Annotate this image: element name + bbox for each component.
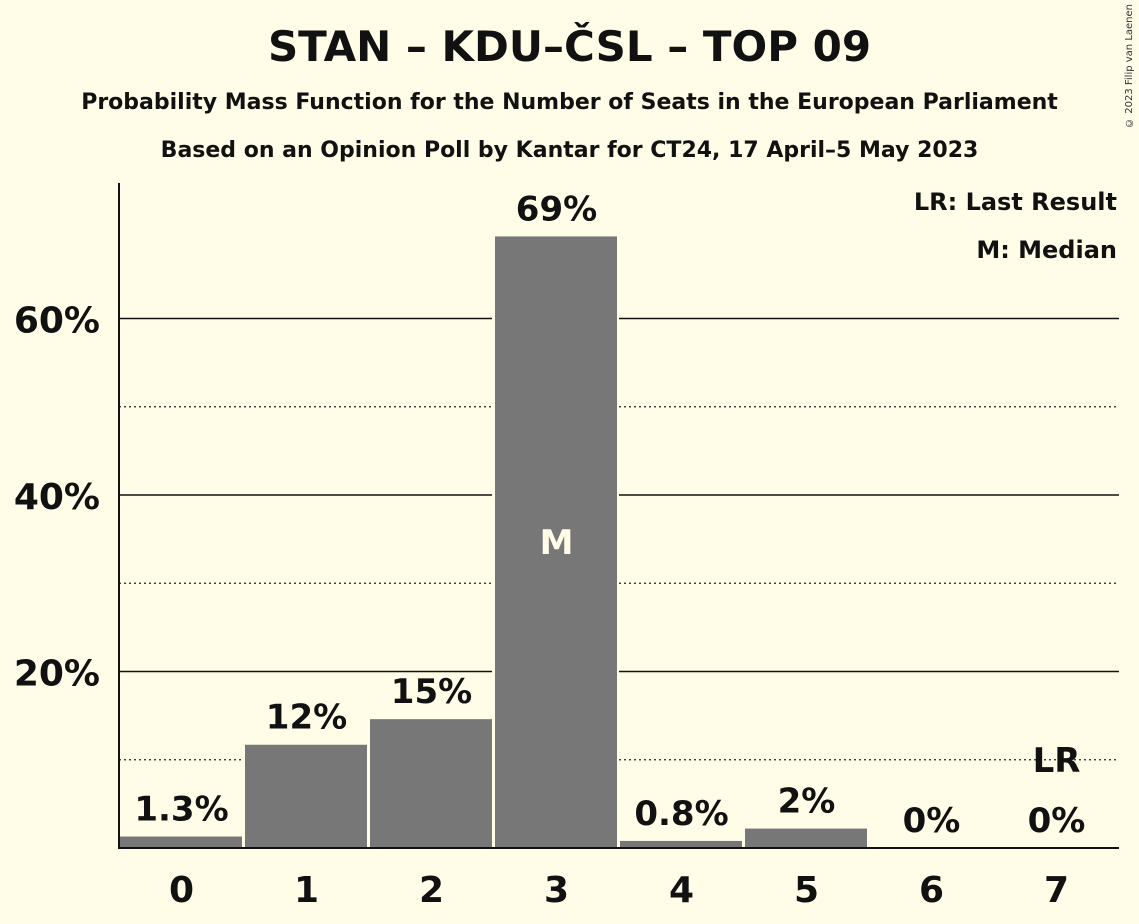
chart-subtitle-source: Based on an Opinion Poll by Kantar for C… bbox=[160, 138, 979, 163]
bar bbox=[370, 719, 492, 848]
legend-entry: LR: Last Result bbox=[914, 188, 1117, 216]
bar bbox=[245, 744, 367, 848]
chart-subtitle: Probability Mass Function for the Number… bbox=[81, 90, 1058, 115]
x-tick-label: 3 bbox=[544, 870, 569, 911]
data-label: 1.3% bbox=[134, 790, 228, 830]
data-label: 69% bbox=[516, 189, 597, 229]
last-result-marker: LR bbox=[1033, 741, 1081, 781]
x-tick-label: 1 bbox=[294, 870, 319, 911]
y-tick-label: 20% bbox=[14, 654, 100, 695]
y-tick-label: 40% bbox=[14, 477, 100, 518]
y-tick-label: 60% bbox=[14, 301, 100, 342]
x-tick-label: 2 bbox=[419, 870, 444, 911]
bar bbox=[495, 236, 617, 849]
chart-title: STAN – KDU–ČSL – TOP 09 bbox=[267, 22, 872, 71]
data-label: 0% bbox=[1028, 801, 1086, 841]
bar bbox=[120, 836, 242, 848]
x-tick-label: 7 bbox=[1044, 870, 1069, 911]
data-label: 0.8% bbox=[634, 794, 728, 834]
median-marker: M bbox=[540, 523, 574, 563]
data-label: 12% bbox=[266, 698, 347, 738]
x-tick-label: 6 bbox=[919, 870, 944, 911]
legend-entry: M: Median bbox=[976, 236, 1117, 264]
data-label: 15% bbox=[391, 672, 472, 712]
x-tick-label: 0 bbox=[169, 870, 194, 911]
bar bbox=[745, 828, 867, 848]
x-tick-label: 4 bbox=[669, 870, 694, 911]
bar bbox=[620, 840, 742, 848]
x-tick-label: 5 bbox=[794, 870, 819, 911]
data-label: 0% bbox=[903, 801, 961, 841]
data-label: 2% bbox=[778, 782, 836, 822]
